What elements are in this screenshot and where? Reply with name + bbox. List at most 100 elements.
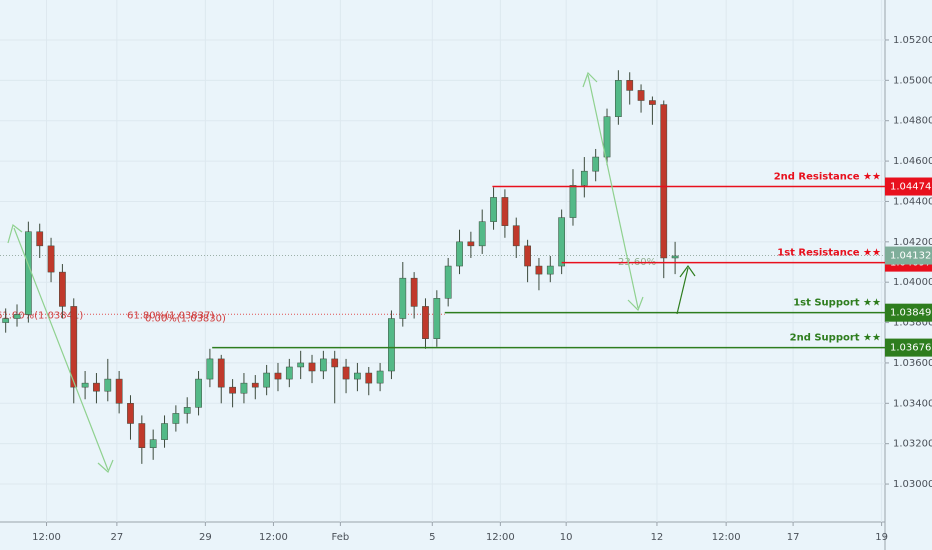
level-label: 2nd Support ★★ [790, 333, 881, 344]
candle-body [13, 314, 21, 319]
x-tick-label: 17 [787, 532, 800, 543]
candle-body [592, 156, 600, 172]
x-tick-label: 12:00 [712, 532, 741, 543]
drawings [7, 71, 696, 474]
y-tick-label: 1.03200 [893, 439, 932, 450]
candle-body [206, 358, 214, 380]
candle-body [649, 100, 656, 105]
y-tick-label: 1.04000 [893, 277, 932, 288]
candle-body [467, 241, 475, 247]
arrow [13, 227, 109, 471]
x-tick-label: 12:00 [32, 532, 61, 543]
candle-body [410, 277, 418, 307]
candle-body [240, 382, 248, 394]
y-tick-label: 1.03000 [893, 479, 932, 490]
arrow [582, 71, 598, 88]
fib-label: 61.80%(1.03841) [0, 310, 83, 321]
candle-body [172, 413, 180, 424]
candle-body [569, 185, 577, 218]
price-tag-label: 1.03849 [890, 308, 931, 319]
price-tag [885, 177, 932, 196]
arrow [627, 296, 644, 312]
arrow [679, 264, 696, 278]
candle-body [478, 221, 486, 247]
candle-body [354, 372, 361, 380]
last-price-tag [885, 246, 932, 265]
candle-body [263, 372, 271, 388]
candle-body [127, 403, 134, 424]
candle-body [444, 265, 452, 299]
candle-body [376, 370, 384, 384]
candle-body [81, 382, 89, 388]
candle-body [297, 362, 305, 368]
fib-label: 61.80%(1.03837) [127, 310, 214, 321]
level-label: 2nd Resistance ★★ [774, 172, 881, 183]
candle-body [138, 423, 146, 448]
price-tag [885, 338, 932, 357]
arrow [676, 267, 689, 315]
x-tick-label: 12:00 [486, 532, 515, 543]
candle-body [70, 306, 78, 388]
x-tick-label: 27 [110, 532, 123, 543]
price-tag-label: 1.04474 [890, 182, 931, 193]
candle-body [603, 116, 611, 158]
arrow [97, 459, 114, 474]
arrow [7, 223, 23, 244]
x-tick-label: 19 [875, 532, 888, 543]
candle-body [115, 378, 123, 404]
candle-body [399, 277, 407, 319]
y-tick-label: 1.04800 [893, 116, 932, 127]
x-tick-label: 12:00 [259, 532, 288, 543]
candle-body [319, 358, 327, 372]
candle-body [24, 231, 32, 315]
candle-body [47, 245, 55, 273]
level-label: 1st Support ★★ [793, 298, 881, 309]
candle-body [59, 271, 66, 307]
candle-body [580, 170, 588, 186]
candle-body [229, 386, 236, 394]
price-tag-label: 1.03676 [890, 343, 931, 354]
candle-body [626, 80, 634, 91]
candle-body [149, 439, 157, 448]
candle-body [614, 80, 622, 117]
arrow [587, 74, 639, 309]
candle-body [2, 318, 10, 323]
y-tick-label: 1.05000 [893, 75, 932, 86]
x-tick-label: 12 [651, 532, 664, 543]
fib-label: 0.00%(1.03830) [145, 313, 226, 324]
candle-body [104, 378, 112, 392]
candle-body [524, 245, 531, 267]
candle-body [36, 231, 44, 247]
candle-body [671, 255, 679, 259]
y-tick-label: 1.03800 [893, 318, 932, 329]
x-tick-label: Feb [332, 532, 350, 543]
y-tick-label: 1.04400 [893, 196, 932, 207]
grid [0, 0, 885, 522]
y-tick-label: 1.04600 [893, 156, 932, 167]
last-price-label: 1.04132 [890, 251, 931, 262]
candle-body [456, 241, 463, 267]
y-tick-label: 1.04200 [893, 237, 932, 248]
candle-body [535, 265, 543, 275]
y-tick-label: 1.05200 [893, 35, 932, 46]
y-tick-label: 1.03400 [893, 398, 932, 409]
candle-body [637, 90, 645, 101]
candle-body [342, 366, 350, 380]
candle-body [558, 217, 566, 267]
candle-body [490, 197, 497, 222]
x-tick-label: 29 [199, 532, 212, 543]
candle-body [546, 265, 554, 275]
candle-body [251, 382, 259, 388]
candle-body [183, 407, 191, 414]
candle-body [217, 358, 225, 388]
candle-body [331, 358, 339, 368]
candle-body [433, 298, 441, 339]
price-tag [885, 303, 932, 322]
candle-body [660, 104, 668, 259]
x-tick-label: 10 [560, 532, 573, 543]
candle-body [422, 306, 429, 339]
candle-body [285, 366, 293, 380]
